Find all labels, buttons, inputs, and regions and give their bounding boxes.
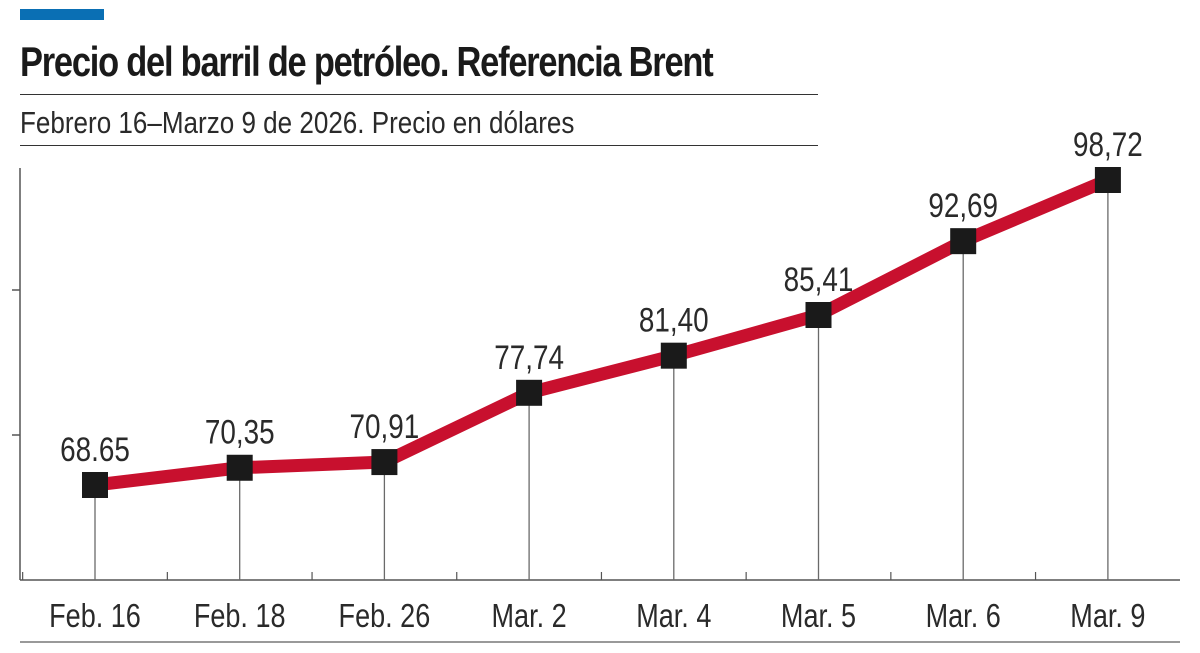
data-label: 68.65 xyxy=(60,430,130,468)
data-point-marker xyxy=(805,302,832,329)
accent-bar xyxy=(20,9,104,20)
data-label: 81,40 xyxy=(639,301,709,339)
x-tick-label: Mar. 5 xyxy=(781,599,856,635)
data-point-marker xyxy=(1094,167,1121,193)
data-point-marker xyxy=(82,472,108,498)
chart-subtitle: Febrero 16–Marzo 9 de 2026. Precio en dó… xyxy=(20,105,575,140)
series-line xyxy=(88,173,1115,492)
data-point-marker xyxy=(371,449,398,476)
x-tick-label: Mar. 9 xyxy=(1070,599,1145,635)
x-tick-label: Mar. 4 xyxy=(636,599,711,635)
data-label: 70,91 xyxy=(350,407,420,445)
data-label: 77,74 xyxy=(494,338,564,376)
data-label: 98,72 xyxy=(1073,125,1143,163)
x-tick-label: Mar. 2 xyxy=(492,599,567,635)
series-line-path xyxy=(88,173,1115,492)
subtitle-rule xyxy=(20,145,818,146)
data-label: 70,35 xyxy=(205,413,275,451)
data-markers xyxy=(82,167,1121,498)
title-rule xyxy=(20,94,818,95)
chart-title: Precio del barril de petróleo. Referenci… xyxy=(20,38,714,85)
x-tick-labels: Feb. 16 Feb. 18 Feb. 26 Mar. 2 Mar. 4 Mar. 5 M… xyxy=(49,599,1145,635)
chart-axes xyxy=(12,168,1180,643)
data-label: 92,69 xyxy=(928,187,998,225)
x-tick-label: Feb. 26 xyxy=(339,599,431,635)
x-tick-label: Feb. 18 xyxy=(194,599,286,635)
x-tick-label: Feb. 16 xyxy=(49,599,141,635)
data-labels: 68.65 70,35 70,91 77,74 81,40 85,41 92,69 98,72 xyxy=(60,125,1143,468)
data-point-marker xyxy=(516,379,543,406)
data-point-marker xyxy=(660,342,687,369)
drop-lines xyxy=(94,180,1109,580)
x-tick-label: Mar. 6 xyxy=(926,599,1001,635)
data-label: 85,41 xyxy=(784,260,854,298)
data-point-marker xyxy=(226,454,253,481)
data-point-marker xyxy=(950,228,977,255)
